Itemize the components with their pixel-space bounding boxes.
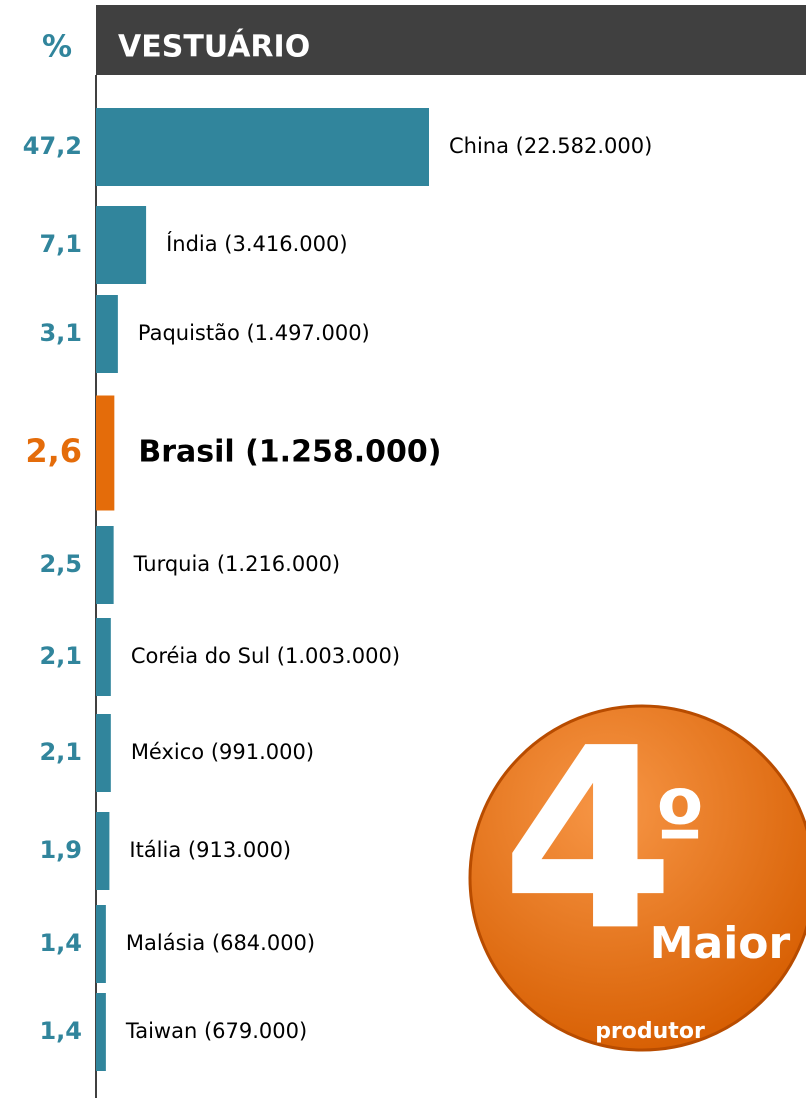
category-label: Paquistão (1.497.000) <box>138 321 370 345</box>
category-label: Taiwan (679.000) <box>125 1019 307 1043</box>
bar <box>96 108 429 186</box>
category-label: Índia (3.416.000) <box>166 231 347 256</box>
category-label: México (991.000) <box>131 740 314 764</box>
badge-word: Maior <box>650 918 791 969</box>
badge-ordinal: º <box>655 772 706 877</box>
badge-rank: 4 <box>501 694 675 985</box>
value-label: 1,9 <box>39 836 82 864</box>
bar <box>96 905 106 983</box>
bar <box>96 526 114 604</box>
value-label: 2,1 <box>39 738 82 766</box>
badge-line: produtor <box>595 1019 705 1044</box>
value-label: 7,1 <box>39 230 82 258</box>
header-bar <box>96 5 806 75</box>
value-label: 47,2 <box>23 132 82 160</box>
chart-title: VESTUÁRIO <box>118 29 310 65</box>
category-label: Itália (913.000) <box>129 838 291 862</box>
category-label: Malásia (684.000) <box>126 931 315 955</box>
value-label: 2,1 <box>39 642 82 670</box>
value-label: 1,4 <box>39 1017 82 1045</box>
bar <box>96 618 111 696</box>
badge-line: mundial <box>600 1059 700 1084</box>
bar <box>96 812 110 890</box>
badge: 4 º Maior produtor mundial <box>468 694 806 1084</box>
value-label: 2,5 <box>39 550 82 578</box>
bar <box>96 206 147 284</box>
value-header: % <box>42 30 72 65</box>
value-label: 1,4 <box>39 929 82 957</box>
value-label: 2,6 <box>25 432 82 470</box>
badge-circle <box>468 704 806 1052</box>
category-label: Brasil (1.258.000) <box>138 435 441 470</box>
bar <box>96 993 106 1071</box>
bar <box>96 395 115 511</box>
bar <box>96 714 111 792</box>
category-label: Turquia (1.216.000) <box>133 552 340 576</box>
value-label: 3,1 <box>39 319 82 347</box>
category-label: China (22.582.000) <box>449 134 652 158</box>
bar <box>96 295 118 373</box>
category-label: Coréia do Sul (1.003.000) <box>131 644 400 668</box>
